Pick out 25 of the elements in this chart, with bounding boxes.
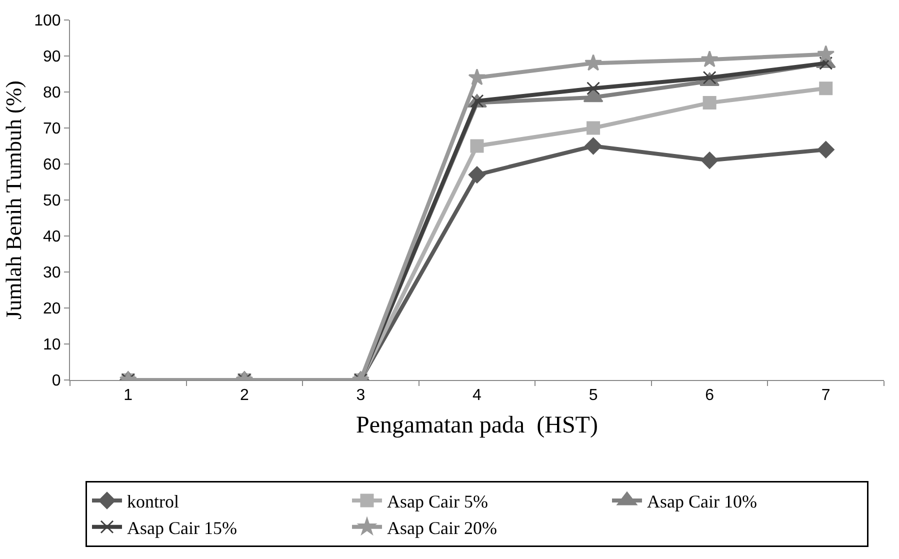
y-tick-label: 50 [43, 192, 61, 210]
legend-label: Asap Cair 15% [127, 518, 237, 538]
x-tick-label: 6 [705, 387, 714, 404]
x-tick-label: 1 [124, 387, 133, 404]
legend-label: Asap Cair 20% [387, 518, 497, 538]
y-tick-label: 20 [43, 300, 61, 318]
y-tick-label: 40 [43, 228, 61, 246]
y-tick-label: 100 [34, 12, 61, 30]
x-tick-label: 7 [821, 387, 830, 404]
y-axis-title: Jumlah Benih Tumbuh (%) [0, 80, 26, 320]
x-tick-label: 4 [472, 387, 482, 404]
y-tick-label: 30 [43, 264, 61, 282]
x-tick-label: 2 [240, 387, 249, 404]
y-tick-label: 10 [43, 336, 61, 354]
legend-label: Asap Cair 10% [647, 492, 757, 512]
legend-label: kontrol [127, 492, 179, 512]
y-tick-label: 0 [52, 372, 61, 390]
x-axis-title: Pengamatan pada (HST) [356, 412, 598, 438]
y-tick-label: 60 [43, 156, 61, 174]
legend-label: Asap Cair 5% [387, 492, 488, 512]
x-tick-label: 5 [588, 387, 598, 404]
y-tick-label: 80 [43, 84, 61, 102]
y-tick-label: 70 [43, 120, 61, 138]
y-tick-label: 90 [43, 48, 61, 66]
x-tick-label: 3 [356, 387, 366, 404]
